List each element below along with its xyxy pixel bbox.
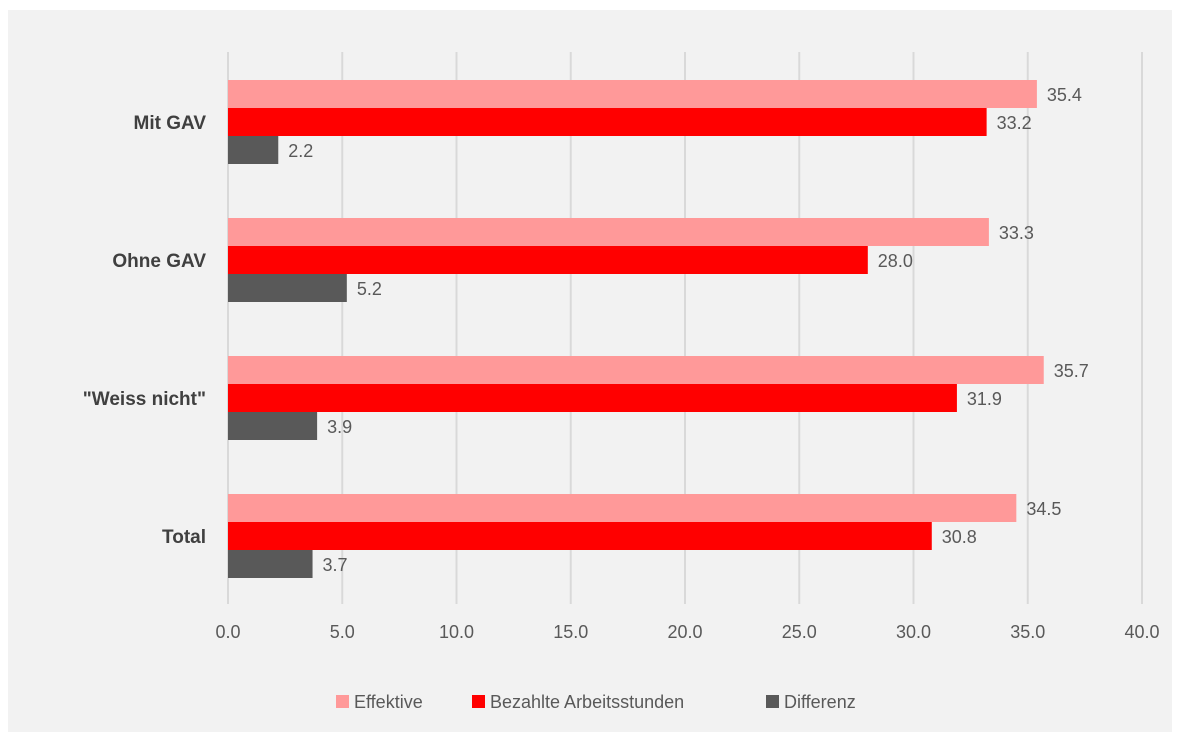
grid-lines [227,52,1143,604]
bar-chart: 35.4 33.2 2.2 33.3 28.0 5.2 35.7 31.9 3.9 34.5 30.… [83,52,1160,712]
x-tick-label: 30.0 [896,622,931,642]
data-label-bezahlte-arbeitsstunden: 31.9 [967,389,1002,409]
data-label-bezahlte-arbeitsstunden: 30.8 [942,527,977,547]
bar-bezahlte-arbeitsstunden [228,108,987,136]
data-label-effektive: 35.4 [1047,85,1082,105]
data-label-differenz: 2.2 [288,141,313,161]
data-label-effektive: 34.5 [1026,499,1061,519]
x-tick-label: 10.0 [439,622,474,642]
data-label-effektive: 35.7 [1054,361,1089,381]
data-label-bezahlte-arbeitsstunden: 33.2 [997,113,1032,133]
legend-label-differenz: Differenz [784,692,856,712]
bar-bezahlte-arbeitsstunden [228,522,932,550]
data-label-effektive: 33.3 [999,223,1034,243]
x-tick-label: 40.0 [1124,622,1159,642]
data-label-differenz: 5.2 [357,279,382,299]
x-axis-tick-labels: 0.0 5.0 10.0 15.0 20.0 25.0 30.0 35.0 40.0 [215,622,1159,642]
legend-swatch-bezahlte-arbeitsstunden [472,695,485,708]
data-label-differenz: 3.7 [323,555,348,575]
bars [228,80,1044,578]
x-tick-label: 35.0 [1010,622,1045,642]
bar-bezahlte-arbeitsstunden [228,246,868,274]
data-label-bezahlte-arbeitsstunden: 28.0 [878,251,913,271]
bar-effektive [228,356,1044,384]
bar-differenz [228,550,313,578]
x-tick-label: 15.0 [553,622,588,642]
legend-label-bezahlte-arbeitsstunden: Bezahlte Arbeitsstunden [490,692,684,712]
category-label: Mit GAV [134,113,207,134]
data-labels: 35.4 33.2 2.2 33.3 28.0 5.2 35.7 31.9 3.9 34.5 30.… [288,85,1089,575]
category-label: Ohne GAV [112,251,206,272]
bar-effektive [228,494,1017,522]
data-label-differenz: 3.9 [327,417,352,437]
bar-differenz [228,274,347,302]
bar-effektive [228,80,1037,108]
bar-differenz [228,412,318,440]
x-tick-label: 0.0 [215,622,240,642]
bar-differenz [228,136,279,164]
x-tick-label: 25.0 [782,622,817,642]
legend-label-effektive: Effektive [354,692,423,712]
category-label: Total [162,527,206,548]
category-labels: Mit GAV Ohne GAV "Weiss nicht" Total [83,113,207,548]
chart-card: 35.4 33.2 2.2 33.3 28.0 5.2 35.7 31.9 3.9 34.5 30.… [8,10,1172,732]
bar-bezahlte-arbeitsstunden [228,384,957,412]
legend-swatch-differenz [766,695,779,708]
legend-swatch-effektive [336,695,349,708]
legend: Effektive Bezahlte Arbeitsstunden Differen… [336,692,856,712]
x-tick-label: 5.0 [330,622,355,642]
bar-effektive [228,218,989,246]
x-tick-label: 20.0 [667,622,702,642]
category-label: "Weiss nicht" [83,389,206,410]
